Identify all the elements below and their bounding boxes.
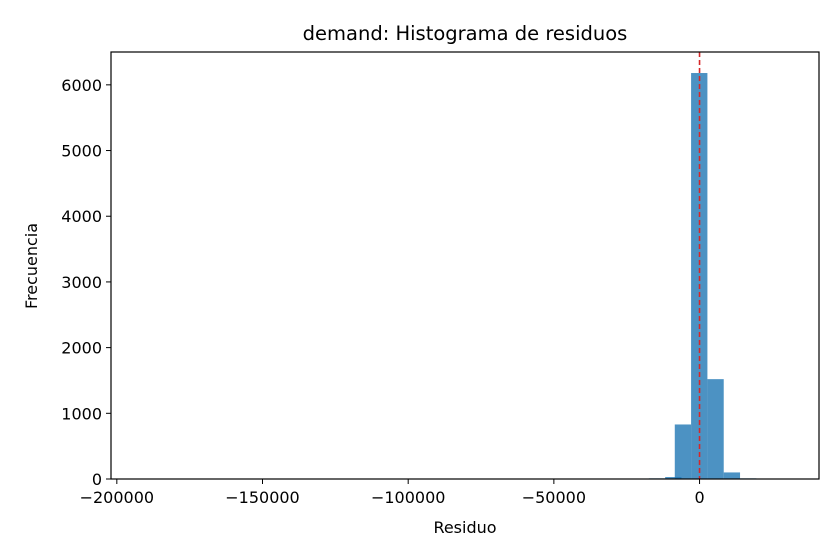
plot-frame: [110, 51, 820, 480]
x-tick-label: −50000: [522, 488, 586, 507]
chart-title: demand: Histograma de residuos: [303, 22, 628, 45]
x-tick-label: 0: [694, 488, 704, 507]
x-axis-label: Residuo: [433, 518, 496, 537]
y-tick-label: 3000: [61, 273, 102, 292]
x-tick-label: −200000: [80, 488, 154, 507]
y-tick-label: 5000: [61, 142, 102, 161]
histogram-bar: [665, 477, 682, 479]
histogram-bar: [674, 424, 692, 479]
histogram-bar: [723, 472, 741, 479]
y-tick-label: 2000: [61, 339, 102, 358]
x-tick-label: −150000: [225, 488, 299, 507]
y-tick-label: 0: [92, 470, 102, 489]
y-tick-label: 6000: [61, 76, 102, 95]
x-tick-label: −100000: [371, 488, 445, 507]
y-tick-label: 1000: [61, 404, 102, 423]
y-axis-label: Frecuencia: [22, 223, 41, 309]
y-tick-label: 4000: [61, 207, 102, 226]
histogram-bar: [707, 379, 724, 479]
y-axis-ticks: 0 1000 2000 3000 4000 5000 6000: [61, 76, 111, 489]
histogram-bars: [143, 73, 757, 479]
x-axis-ticks: −200000 −150000 −100000 −50000 0: [80, 479, 705, 507]
